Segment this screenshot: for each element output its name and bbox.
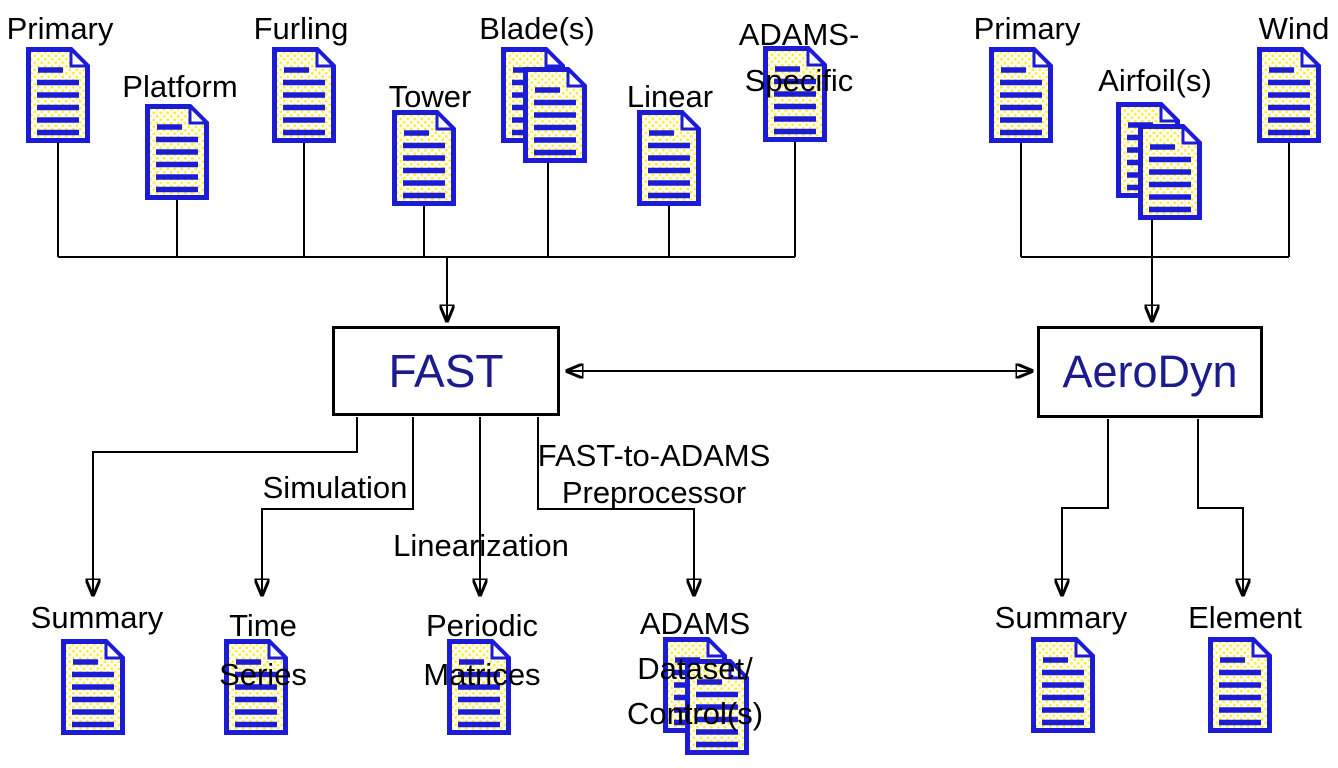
label-fast-output-adams-dataset: ADAMS Dataset/ Control(s) [626, 606, 764, 731]
edge-label-fast-to-adams-preprocessor: FAST-to-ADAMS Preprocessor [537, 438, 771, 510]
aerodyn-process-box: AeroDyn [1037, 326, 1263, 418]
arrow-fast-time-series [262, 417, 414, 595]
arrow-aerodyn-element [1197, 419, 1243, 595]
document-icon-linear [637, 110, 701, 206]
document-icon-wind [1257, 47, 1321, 143]
document-icon-element [1208, 637, 1272, 733]
label-fast-input-furling: Furling [253, 11, 349, 46]
arrow-aerodyn-summary [1062, 419, 1109, 595]
arrow-fast-adams-dataset [537, 417, 694, 595]
document-icon-primary-fast [26, 47, 90, 143]
document-icon-tower [392, 110, 456, 206]
label-aerodyn-output-summary: Summary [994, 600, 1128, 635]
label-aerodyn-input-primary: Primary [973, 11, 1081, 46]
label-fast-input-linear: Linear [626, 79, 714, 114]
document-icon-furling [272, 47, 336, 143]
label-fast-output-summary: Summary [30, 600, 164, 635]
label-fast-input-tower: Tower [388, 79, 472, 114]
label-fast-output-periodic-matrices: Periodic Matrices [423, 608, 541, 692]
label-aerodyn-input-wind: Wind [1258, 11, 1330, 46]
edge-label-linearization: Linearization [393, 528, 569, 563]
label-fast-output-time-series: Time Series [219, 608, 307, 692]
label-fast-input-adams-specific: ADAMS- Specific [738, 17, 860, 98]
label-fast-input-primary: Primary [6, 11, 114, 46]
label-fast-input-blades: Blade(s) [479, 11, 595, 46]
label-aerodyn-output-element: Element [1188, 600, 1302, 635]
edge-label-simulation: Simulation [262, 470, 408, 505]
document-icon-primary-aerodyn [989, 47, 1053, 143]
document-icon-airfoils-front [1138, 124, 1202, 220]
document-icon-aerodyn-summary [1031, 637, 1095, 733]
label-aerodyn-input-airfoils: Airfoil(s) [1098, 63, 1212, 98]
aerodyn-box-label: AeroDyn [1062, 346, 1238, 397]
document-icon-fast-summary [61, 639, 125, 735]
fast-process-box: FAST [332, 326, 560, 416]
document-icon-platform [145, 104, 209, 200]
arrow-fast-summary [93, 417, 358, 595]
fast-box-label: FAST [388, 345, 504, 397]
label-fast-input-platform: Platform [122, 69, 238, 104]
document-icon-blades-front [523, 67, 587, 163]
